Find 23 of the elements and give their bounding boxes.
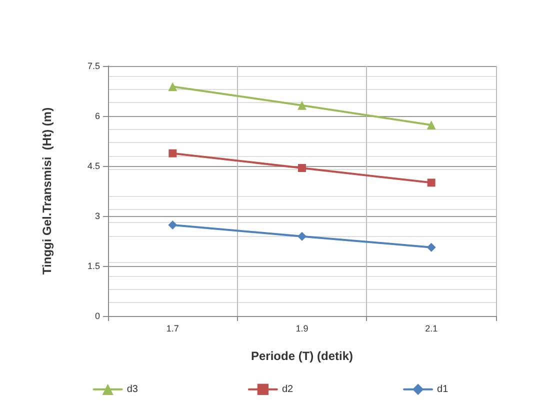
legend-label: d2	[282, 384, 294, 395]
x-tick-label: 1.7	[166, 324, 179, 334]
y-tick-label: 6	[94, 111, 100, 121]
legend-label: d3	[126, 384, 138, 395]
y-tick-label: 3	[94, 211, 100, 221]
x-tick-label: 2.1	[425, 324, 438, 334]
point	[426, 242, 436, 252]
y-axis-title: Tinggi Gel.Transmisi (Ht) (m)	[40, 107, 54, 275]
point	[168, 220, 178, 230]
y-tick-label: 7.5	[87, 61, 100, 71]
point	[168, 149, 177, 158]
y-tick-label: 4.5	[87, 161, 100, 171]
legend-label: d1	[437, 384, 449, 395]
point	[427, 178, 436, 187]
x-axis-title: Periode (T) (detik)	[250, 349, 354, 363]
point	[298, 100, 306, 110]
point	[298, 232, 306, 241]
point	[168, 82, 178, 92]
point	[426, 120, 436, 130]
y-tick-label: 0	[94, 311, 100, 321]
y-tick-label: 1.5	[87, 261, 100, 271]
x-tick-label: 1.9	[296, 324, 308, 334]
point	[298, 164, 306, 172]
